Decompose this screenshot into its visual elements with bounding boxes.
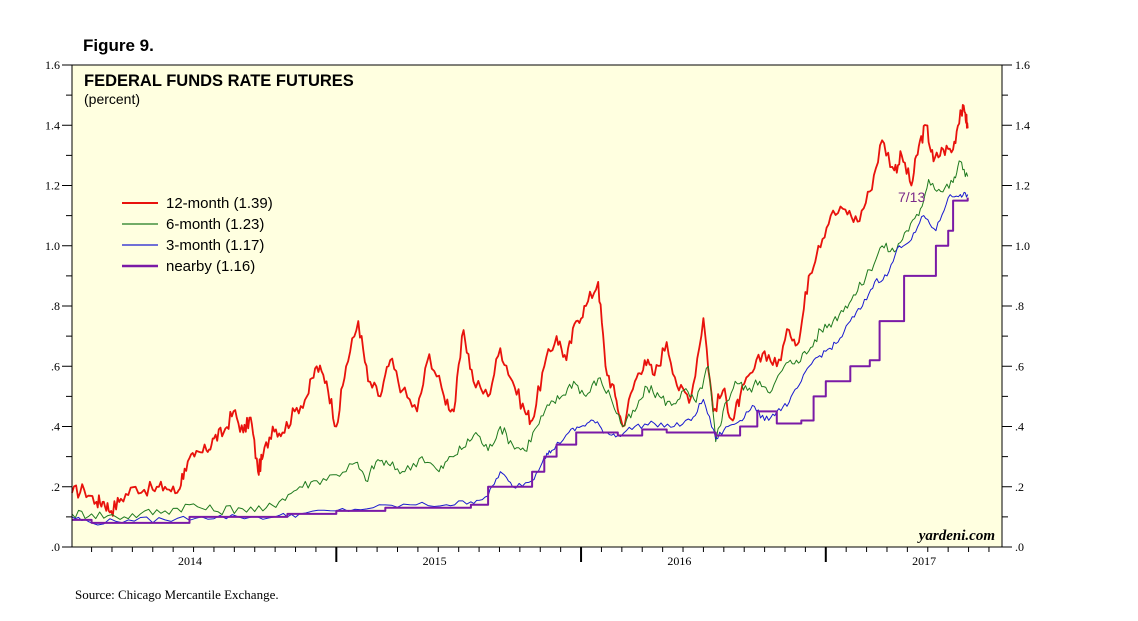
watermark: yardeni.com	[917, 528, 995, 544]
end-annotation: 7/13	[898, 189, 925, 205]
x-tick-label: 2016	[667, 554, 691, 568]
y-tick-label-right: 1.4	[1015, 118, 1030, 132]
axis-ticks: .0 .0 .2 .2 .4 .4 .6 .6 .8 .8 1.0 1.0 1.2 1.2 1.4 1.4 1.…	[45, 58, 1030, 568]
x-tick-label: 2015	[423, 554, 447, 568]
y-tick-label-right: .0	[1015, 540, 1024, 554]
series-line-4	[72, 197, 969, 524]
legend-label: 6-month (1.23)	[166, 216, 264, 233]
y-tick-label-left: 1.4	[45, 118, 60, 132]
y-tick-label-left: 1.2	[45, 179, 60, 193]
y-tick-label-left: 1.0	[45, 239, 60, 253]
figure-label: Figure 9.	[83, 36, 154, 55]
legend-label: 12-month (1.39)	[166, 195, 273, 212]
y-tick-label-left: .6	[51, 359, 60, 373]
y-tick-label-left: .4	[51, 420, 60, 434]
y-tick-label-right: .4	[1015, 420, 1024, 434]
y-tick-label-right: 1.0	[1015, 239, 1030, 253]
plot-frame	[71, 64, 1003, 548]
source-note: Source: Chicago Mercantile Exchange.	[75, 587, 279, 602]
y-tick-label-right: .6	[1015, 359, 1024, 373]
chart-title: FEDERAL FUNDS RATE FUTURES	[84, 72, 354, 90]
y-tick-label-right: 1.6	[1015, 58, 1030, 72]
plot-background	[72, 65, 1002, 547]
legend: 12-month (1.39) 6-month (1.23) 3-month (1.…	[122, 195, 273, 275]
y-tick-label-left: .2	[51, 480, 60, 494]
legend-label: nearby (1.16)	[166, 258, 255, 275]
x-tick-label: 2014	[178, 554, 202, 568]
y-tick-label-left: 1.6	[45, 58, 60, 72]
y-tick-label-left: .0	[51, 540, 60, 554]
series-group	[71, 104, 969, 526]
y-tick-label-right: 1.2	[1015, 179, 1030, 193]
y-tick-label-right: .2	[1015, 480, 1024, 494]
chart-subtitle: (percent)	[84, 91, 140, 107]
series-line-1	[71, 104, 969, 517]
y-tick-label-left: .8	[51, 299, 60, 313]
legend-label: 3-month (1.17)	[166, 237, 264, 254]
series-line-2	[71, 160, 969, 520]
x-tick-label: 2017	[912, 554, 936, 568]
y-tick-label-right: .8	[1015, 299, 1024, 313]
